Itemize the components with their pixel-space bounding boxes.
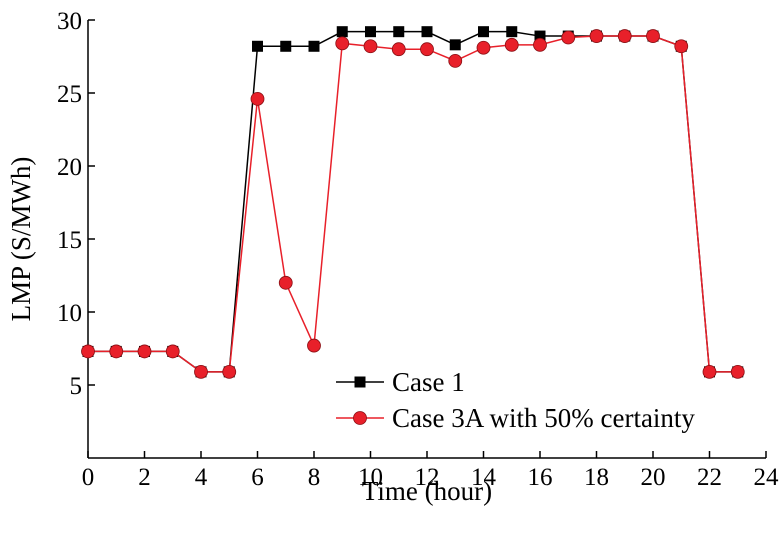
series-2-point — [363, 39, 378, 54]
series-layer — [81, 26, 745, 379]
legend-item-1: Case 1 — [336, 367, 465, 397]
series-2 — [81, 29, 745, 379]
legend-item-2: Case 3A with 50% certainty — [336, 403, 695, 433]
series-1-point — [393, 26, 405, 38]
x-tick-label: 10 — [358, 464, 383, 491]
series-1 — [82, 26, 744, 378]
series-2-point — [194, 364, 208, 379]
x-tick-label: 0 — [82, 464, 95, 491]
series-2-point — [448, 53, 463, 68]
x-tick-label: 18 — [584, 464, 609, 491]
series-1-point — [308, 40, 320, 52]
series-2-point — [335, 36, 350, 51]
series-1-point — [534, 30, 546, 42]
series-2-point — [307, 338, 321, 353]
series-1-line — [88, 30, 738, 373]
series-2-point — [222, 364, 237, 379]
x-tick-label: 8 — [308, 464, 321, 491]
legend-marker — [353, 411, 367, 425]
legend-label: Case 1 — [392, 367, 465, 397]
x-tick-label: 24 — [754, 464, 780, 491]
x-tick-label: 20 — [641, 464, 666, 491]
series-1-point — [280, 40, 292, 52]
series-2-point — [674, 39, 689, 54]
series-2-point — [646, 29, 660, 43]
x-tick-label: 6 — [251, 464, 264, 491]
series-1-point — [365, 26, 376, 38]
series-1-point — [336, 26, 348, 38]
x-axis-title: Time (hour) — [362, 476, 492, 506]
y-tick-label: 15 — [57, 227, 82, 254]
series-2-point — [617, 29, 632, 43]
series-1-point — [421, 26, 433, 38]
series-1-point — [478, 26, 489, 38]
series-2-point — [250, 91, 265, 106]
y-tick-label: 20 — [57, 154, 82, 181]
series-2-point — [730, 364, 745, 379]
y-axis-title: LMP (S/MWh) — [6, 157, 36, 322]
y-tick-label: 25 — [57, 81, 82, 108]
series-1-point — [506, 26, 518, 38]
legend-label: Case 3A with 50% certainty — [392, 403, 695, 433]
series-2-point — [109, 344, 124, 359]
legend: Case 1 Case 3A with 50% certainty — [336, 367, 695, 433]
series-2-point — [476, 40, 491, 55]
legend-marker — [354, 376, 366, 388]
series-2-point — [561, 30, 576, 45]
series-1-point — [252, 40, 263, 52]
y-tick-label: 5 — [70, 373, 83, 400]
series-2-point — [165, 344, 180, 359]
x-tick-label: 2 — [138, 464, 151, 491]
x-tick-label: 14 — [471, 464, 497, 491]
y-tick-label: 10 — [57, 300, 82, 327]
x-tick-label: 16 — [528, 464, 553, 491]
series-1-point — [449, 39, 461, 51]
series-2-line — [88, 35, 738, 373]
series-2-point — [391, 42, 406, 57]
series-2-point — [702, 364, 717, 379]
x-tick-label: 4 — [195, 464, 208, 491]
series-2-point — [420, 42, 434, 57]
series-2-point — [589, 29, 604, 43]
series-2-point — [504, 37, 519, 52]
series-2-point — [81, 344, 95, 359]
x-tick-label: 12 — [415, 464, 440, 491]
y-tick-label: 30 — [57, 8, 82, 35]
series-2-point — [533, 37, 547, 52]
x-tick-label: 22 — [697, 464, 722, 491]
series-2-point — [278, 275, 293, 290]
series-2-point — [137, 344, 152, 359]
